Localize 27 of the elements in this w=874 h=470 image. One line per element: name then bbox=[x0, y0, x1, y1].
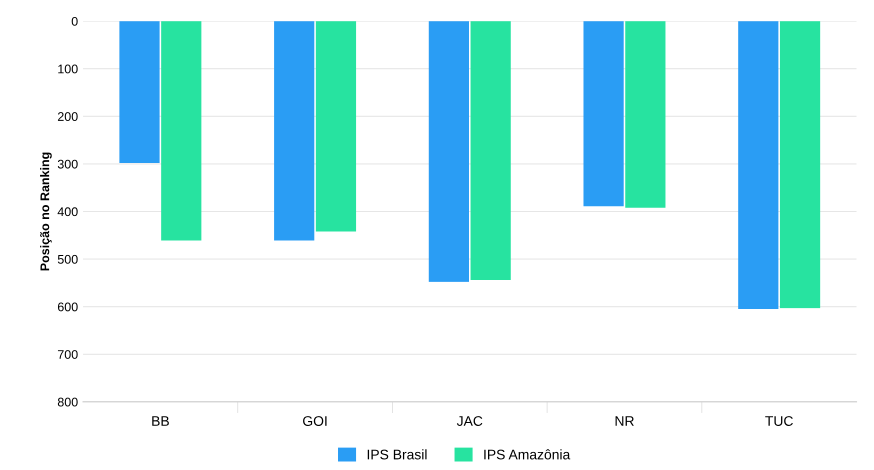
bar bbox=[625, 21, 666, 208]
x-tick-label: BB bbox=[152, 416, 169, 426]
y-tick-label: 500 bbox=[58, 254, 78, 264]
x-tick-label: JAC bbox=[456, 416, 482, 426]
bar bbox=[583, 21, 624, 206]
legend-label: IPS Amazônia bbox=[484, 449, 570, 460]
x-tick-label: NR bbox=[616, 416, 634, 426]
bar bbox=[119, 21, 160, 163]
y-tick-label: 600 bbox=[58, 302, 78, 312]
y-tick-label: 100 bbox=[58, 64, 78, 74]
bar bbox=[316, 21, 356, 232]
y-tick-label: 700 bbox=[58, 350, 78, 359]
bar bbox=[428, 21, 469, 282]
legend-label: IPS Brasil bbox=[368, 449, 427, 460]
y-tick-label: 800 bbox=[58, 398, 78, 406]
y-tick-label: 400 bbox=[58, 207, 78, 216]
y-axis-title: Posição no Ranking bbox=[40, 152, 52, 270]
y-tick-label: 300 bbox=[58, 160, 78, 169]
x-tick-label: TUC bbox=[765, 416, 793, 426]
x-tick-label: GOI bbox=[303, 416, 327, 426]
bar bbox=[274, 21, 314, 241]
bar bbox=[738, 21, 778, 310]
bar bbox=[470, 21, 511, 280]
bar bbox=[780, 21, 820, 308]
y-tick-label: 200 bbox=[58, 112, 78, 121]
bar bbox=[161, 21, 202, 241]
y-tick-label: 0 bbox=[72, 16, 78, 26]
